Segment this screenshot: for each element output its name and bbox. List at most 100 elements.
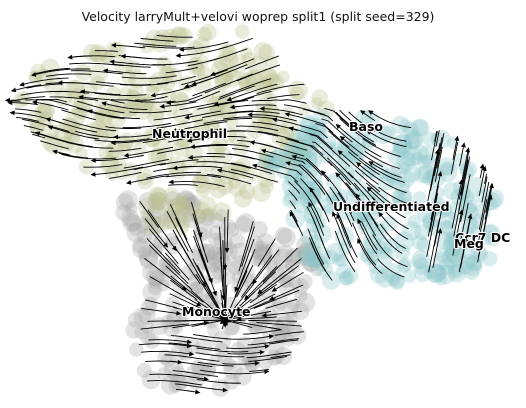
cell-point <box>297 125 318 145</box>
cell-point <box>125 321 143 339</box>
cell-point <box>192 172 208 189</box>
cell-point <box>309 262 324 277</box>
cell-point <box>482 224 498 240</box>
streamline <box>310 213 330 259</box>
velocity-arrowhead <box>259 106 265 112</box>
velocity-arrowhead <box>368 110 374 115</box>
cell-point <box>228 176 242 189</box>
cell-point <box>270 322 290 342</box>
streamline <box>156 35 193 38</box>
cell-point <box>12 93 28 109</box>
streamline <box>144 258 184 289</box>
streamline <box>294 180 324 228</box>
velocity-arrowhead <box>222 387 228 393</box>
cell-point <box>271 128 291 148</box>
cell-point <box>402 121 419 138</box>
cell-point <box>219 49 239 69</box>
streamline <box>340 218 358 258</box>
cell-point <box>346 210 360 224</box>
velocity-arrowhead <box>284 112 290 117</box>
streamline <box>288 181 301 194</box>
cell-point <box>136 363 152 378</box>
cell-point <box>417 154 432 169</box>
streamline <box>164 129 219 140</box>
streamline <box>359 222 378 255</box>
cell-point <box>319 150 332 163</box>
streamline <box>219 78 272 98</box>
cell-point <box>442 236 463 257</box>
cell-point <box>90 75 106 91</box>
streamline <box>115 136 167 144</box>
streamline <box>290 209 298 222</box>
cell-point <box>175 27 193 44</box>
cell-point <box>389 173 406 191</box>
cell-point <box>181 154 198 170</box>
cell-point <box>225 320 241 336</box>
streamline <box>353 182 378 211</box>
cell-point <box>268 74 285 91</box>
cell-point <box>192 362 212 381</box>
streamline <box>285 138 333 166</box>
velocity-arrowhead <box>437 228 443 234</box>
streamline <box>339 109 355 124</box>
cell-point <box>310 207 323 220</box>
velocity-arrowhead <box>360 110 366 115</box>
cell-point <box>253 246 272 265</box>
cell-point <box>361 248 379 266</box>
cell-point <box>54 122 74 142</box>
cell-point <box>321 197 338 214</box>
cell-point <box>175 189 196 210</box>
cell-point <box>165 232 179 247</box>
streamline <box>23 125 44 131</box>
streamline <box>36 102 69 111</box>
cell-point <box>457 225 476 244</box>
streamline <box>460 159 469 196</box>
cell-point <box>140 208 155 223</box>
streamline <box>435 130 440 147</box>
streamline <box>247 338 300 346</box>
cell-point <box>438 220 455 237</box>
velocity-arrowhead <box>229 104 235 110</box>
cell-point <box>143 130 161 148</box>
streamline <box>197 99 249 110</box>
streamline <box>218 85 256 100</box>
cell-point <box>437 157 456 176</box>
cell-point <box>308 137 321 151</box>
cell-point <box>139 248 159 268</box>
cell-point <box>295 168 314 186</box>
streamline <box>361 221 378 251</box>
velocity-arrowhead <box>30 72 37 77</box>
streamline <box>61 82 114 87</box>
cell-point <box>267 150 287 170</box>
streamline <box>369 126 407 142</box>
streamline <box>256 265 299 297</box>
velocity-arrowhead <box>268 334 275 339</box>
velocity-arrowhead <box>285 161 291 166</box>
streamline <box>430 181 440 220</box>
velocity-arrowhead <box>176 310 182 316</box>
streamline <box>168 184 198 186</box>
cell-point <box>411 249 431 270</box>
velocity-arrowhead <box>309 187 315 193</box>
streamline <box>310 205 325 236</box>
cell-point <box>216 177 234 195</box>
velocity-arrowhead <box>150 92 156 98</box>
cell-point <box>410 119 428 137</box>
cell-point <box>96 120 116 140</box>
cell-point <box>282 193 297 208</box>
cell-point <box>88 63 108 84</box>
cell-point <box>348 203 368 223</box>
cell-point <box>450 264 463 277</box>
cell-point <box>142 282 162 302</box>
streamline <box>335 111 375 143</box>
cell-point <box>291 180 310 199</box>
streamline <box>237 64 281 82</box>
streamline <box>309 133 351 167</box>
streamline <box>188 90 220 103</box>
cell-point <box>450 188 468 206</box>
cell-point <box>284 168 305 188</box>
streamline <box>478 170 485 197</box>
cell-point <box>412 144 429 162</box>
cell-point <box>201 244 219 262</box>
